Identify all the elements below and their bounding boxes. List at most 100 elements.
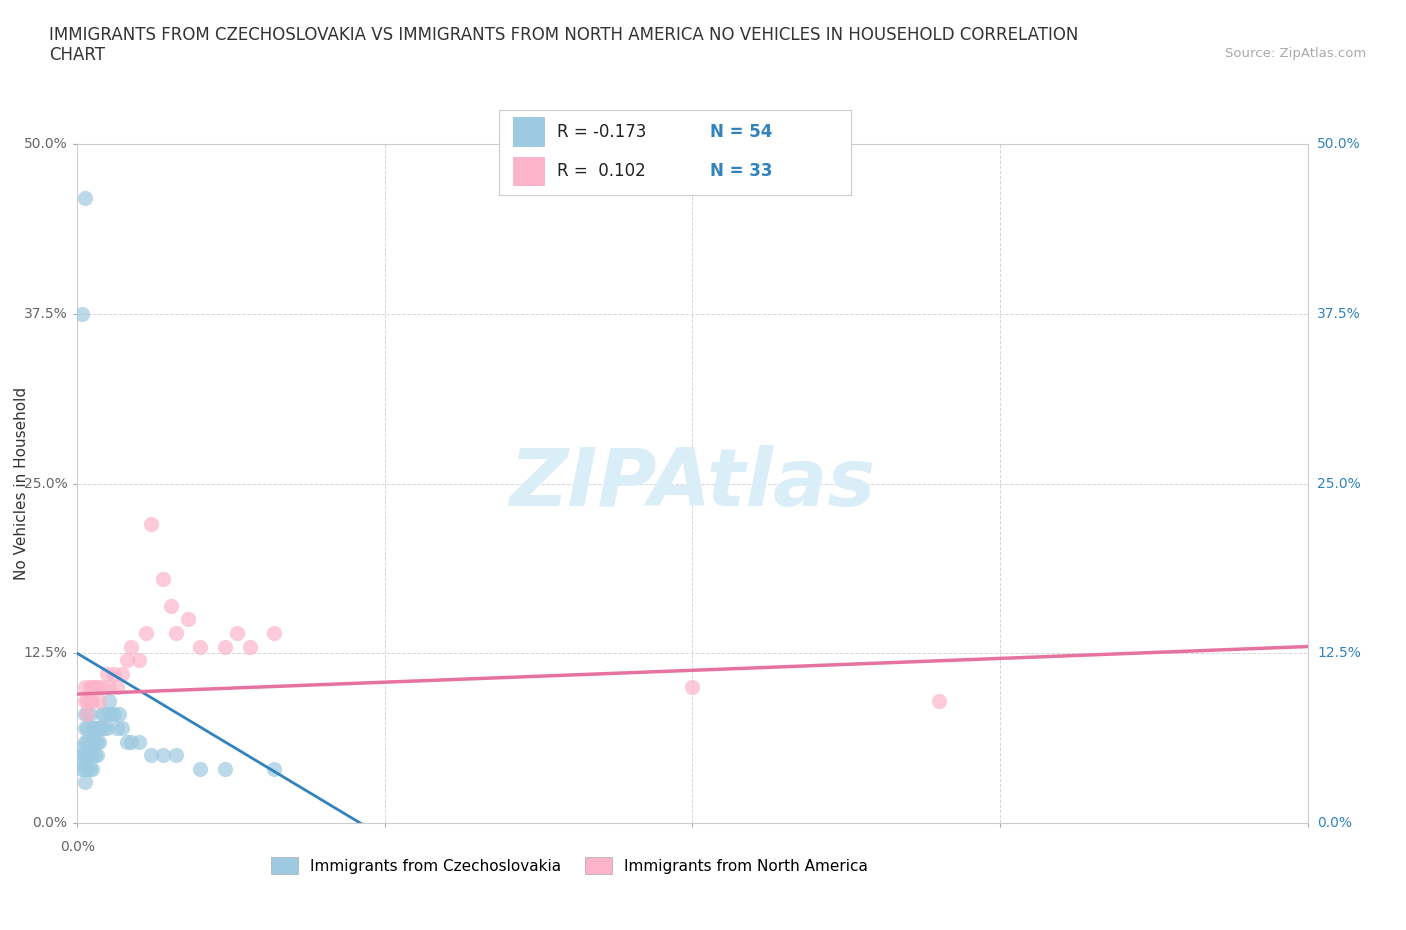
Point bbox=[98, 680, 121, 695]
Point bbox=[96, 721, 118, 736]
Point bbox=[141, 748, 163, 763]
Text: 25.0%: 25.0% bbox=[1317, 476, 1361, 491]
Point bbox=[79, 762, 101, 777]
Point bbox=[103, 666, 125, 681]
Point bbox=[86, 748, 108, 763]
Point bbox=[152, 571, 174, 586]
Point bbox=[73, 721, 96, 736]
Point bbox=[152, 748, 174, 763]
Point bbox=[105, 680, 128, 695]
Bar bbox=[513, 157, 544, 186]
Point bbox=[73, 707, 96, 722]
Point bbox=[73, 734, 96, 749]
Point bbox=[73, 748, 96, 763]
Point bbox=[121, 734, 143, 749]
Point bbox=[98, 694, 121, 709]
Text: N = 54: N = 54 bbox=[710, 123, 772, 141]
Point bbox=[76, 694, 98, 709]
Text: 50.0%: 50.0% bbox=[1317, 137, 1361, 152]
Point bbox=[214, 639, 236, 654]
Point bbox=[141, 517, 163, 532]
Point bbox=[101, 707, 124, 722]
Point bbox=[165, 748, 187, 763]
Text: N = 33: N = 33 bbox=[710, 163, 772, 180]
Point bbox=[73, 694, 96, 709]
Point bbox=[93, 707, 115, 722]
Point bbox=[83, 680, 105, 695]
Point bbox=[96, 666, 118, 681]
Point bbox=[76, 748, 98, 763]
Point bbox=[73, 680, 96, 695]
Point bbox=[226, 626, 249, 641]
Point bbox=[188, 762, 212, 777]
Point bbox=[76, 721, 98, 736]
Text: 25.0%: 25.0% bbox=[24, 476, 67, 491]
Point bbox=[263, 762, 285, 777]
Text: IMMIGRANTS FROM CZECHOSLOVAKIA VS IMMIGRANTS FROM NORTH AMERICA NO VEHICLES IN H: IMMIGRANTS FROM CZECHOSLOVAKIA VS IMMIGR… bbox=[49, 26, 1078, 44]
Point bbox=[79, 734, 101, 749]
Point bbox=[83, 734, 105, 749]
Text: 0.0%: 0.0% bbox=[60, 840, 94, 854]
Point bbox=[70, 754, 93, 769]
Point bbox=[82, 762, 104, 777]
Point bbox=[86, 721, 108, 736]
Point bbox=[111, 721, 132, 736]
Point bbox=[90, 680, 114, 695]
Point bbox=[177, 612, 200, 627]
Text: CHART: CHART bbox=[49, 46, 105, 64]
Point bbox=[83, 721, 105, 736]
Point bbox=[135, 626, 157, 641]
Point bbox=[76, 734, 98, 749]
Point bbox=[160, 598, 183, 613]
Point bbox=[76, 762, 98, 777]
Text: Source: ZipAtlas.com: Source: ZipAtlas.com bbox=[1226, 46, 1367, 60]
Bar bbox=[513, 117, 544, 147]
Text: 12.5%: 12.5% bbox=[24, 646, 67, 660]
Point bbox=[76, 707, 98, 722]
Point bbox=[73, 191, 96, 206]
Point bbox=[108, 707, 131, 722]
Point bbox=[73, 775, 96, 790]
Text: No Vehicles in Household: No Vehicles in Household bbox=[14, 387, 30, 580]
Point bbox=[70, 762, 93, 777]
Point bbox=[103, 707, 125, 722]
Legend: Immigrants from Czechoslovakia, Immigrants from North America: Immigrants from Czechoslovakia, Immigran… bbox=[264, 851, 875, 880]
Point bbox=[89, 694, 111, 709]
Point bbox=[83, 748, 105, 763]
Point bbox=[86, 734, 108, 749]
Text: ZIPAtlas: ZIPAtlas bbox=[509, 445, 876, 523]
Text: 0.0%: 0.0% bbox=[1317, 816, 1353, 830]
Point bbox=[82, 734, 104, 749]
Point bbox=[214, 762, 236, 777]
Point bbox=[79, 680, 101, 695]
Point bbox=[82, 680, 104, 695]
Point bbox=[79, 694, 101, 709]
Point bbox=[121, 639, 143, 654]
Text: 0.0%: 0.0% bbox=[32, 816, 67, 830]
Point bbox=[105, 721, 128, 736]
Text: 12.5%: 12.5% bbox=[1317, 646, 1361, 660]
Point bbox=[82, 694, 104, 709]
Point bbox=[188, 639, 212, 654]
Point bbox=[70, 307, 93, 322]
Point bbox=[90, 721, 114, 736]
Point bbox=[682, 680, 704, 695]
Point bbox=[115, 734, 138, 749]
Point bbox=[82, 721, 104, 736]
Point bbox=[128, 734, 150, 749]
Point bbox=[86, 680, 108, 695]
Point bbox=[79, 748, 101, 763]
Point bbox=[93, 721, 115, 736]
Point bbox=[89, 721, 111, 736]
Point bbox=[89, 734, 111, 749]
Point bbox=[73, 762, 96, 777]
Point bbox=[90, 707, 114, 722]
Point bbox=[98, 707, 121, 722]
Point bbox=[70, 741, 93, 756]
Text: R = -0.173: R = -0.173 bbox=[557, 123, 647, 141]
Text: 37.5%: 37.5% bbox=[1317, 307, 1361, 321]
Point bbox=[76, 707, 98, 722]
Point bbox=[70, 748, 93, 763]
Point bbox=[79, 707, 101, 722]
Text: 50.0%: 50.0% bbox=[24, 137, 67, 152]
